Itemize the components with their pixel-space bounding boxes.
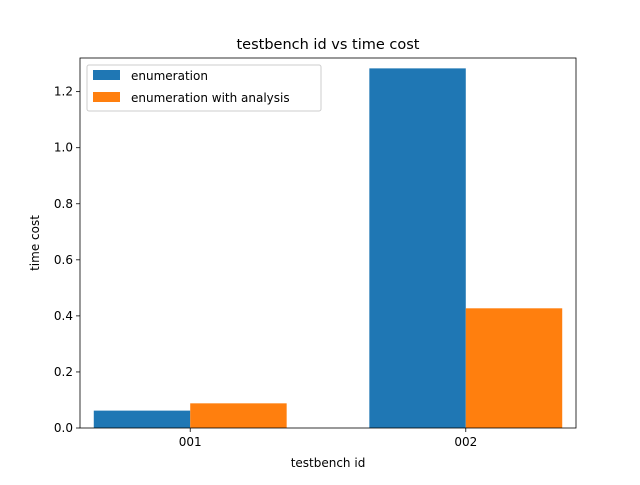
y-tick-label-0-6: 0.6 <box>54 253 73 267</box>
x-axis-label: testbench id <box>291 456 366 470</box>
plot-area: 001 002 0.0 0.2 0.4 0.6 0.8 1.0 1.2 <box>54 68 563 449</box>
legend-swatch-enumeration-with-analysis <box>93 92 120 102</box>
bar-enumeration-with-analysis-002 <box>465 308 563 428</box>
y-tick-label-1-0: 1.0 <box>54 141 73 155</box>
x-tick-label-001: 001 <box>179 435 202 449</box>
legend-label-enumeration: enumeration <box>131 69 208 83</box>
y-tick-label-0-2: 0.2 <box>54 365 73 379</box>
chart-title: testbench id vs time cost <box>237 37 420 53</box>
bar-enumeration-002 <box>369 68 466 428</box>
y-tick-label-0-8: 0.8 <box>54 197 73 211</box>
x-tick-label-002: 002 <box>454 435 477 449</box>
y-tick-label-1-2: 1.2 <box>54 85 73 99</box>
y-axis-label: time cost <box>28 215 42 271</box>
legend: enumeration enumeration with analysis <box>86 64 322 112</box>
axes-frame <box>79 57 577 429</box>
bar-enumeration-001 <box>93 410 191 428</box>
legend-swatch-enumeration <box>93 70 120 80</box>
y-tick-label-0-4: 0.4 <box>54 309 73 323</box>
legend-label-enumeration-with-analysis: enumeration with analysis <box>131 91 290 105</box>
y-tick-label-0-0: 0.0 <box>54 421 73 435</box>
legend-box <box>86 64 322 112</box>
bar-enumeration-with-analysis-001 <box>190 403 287 428</box>
